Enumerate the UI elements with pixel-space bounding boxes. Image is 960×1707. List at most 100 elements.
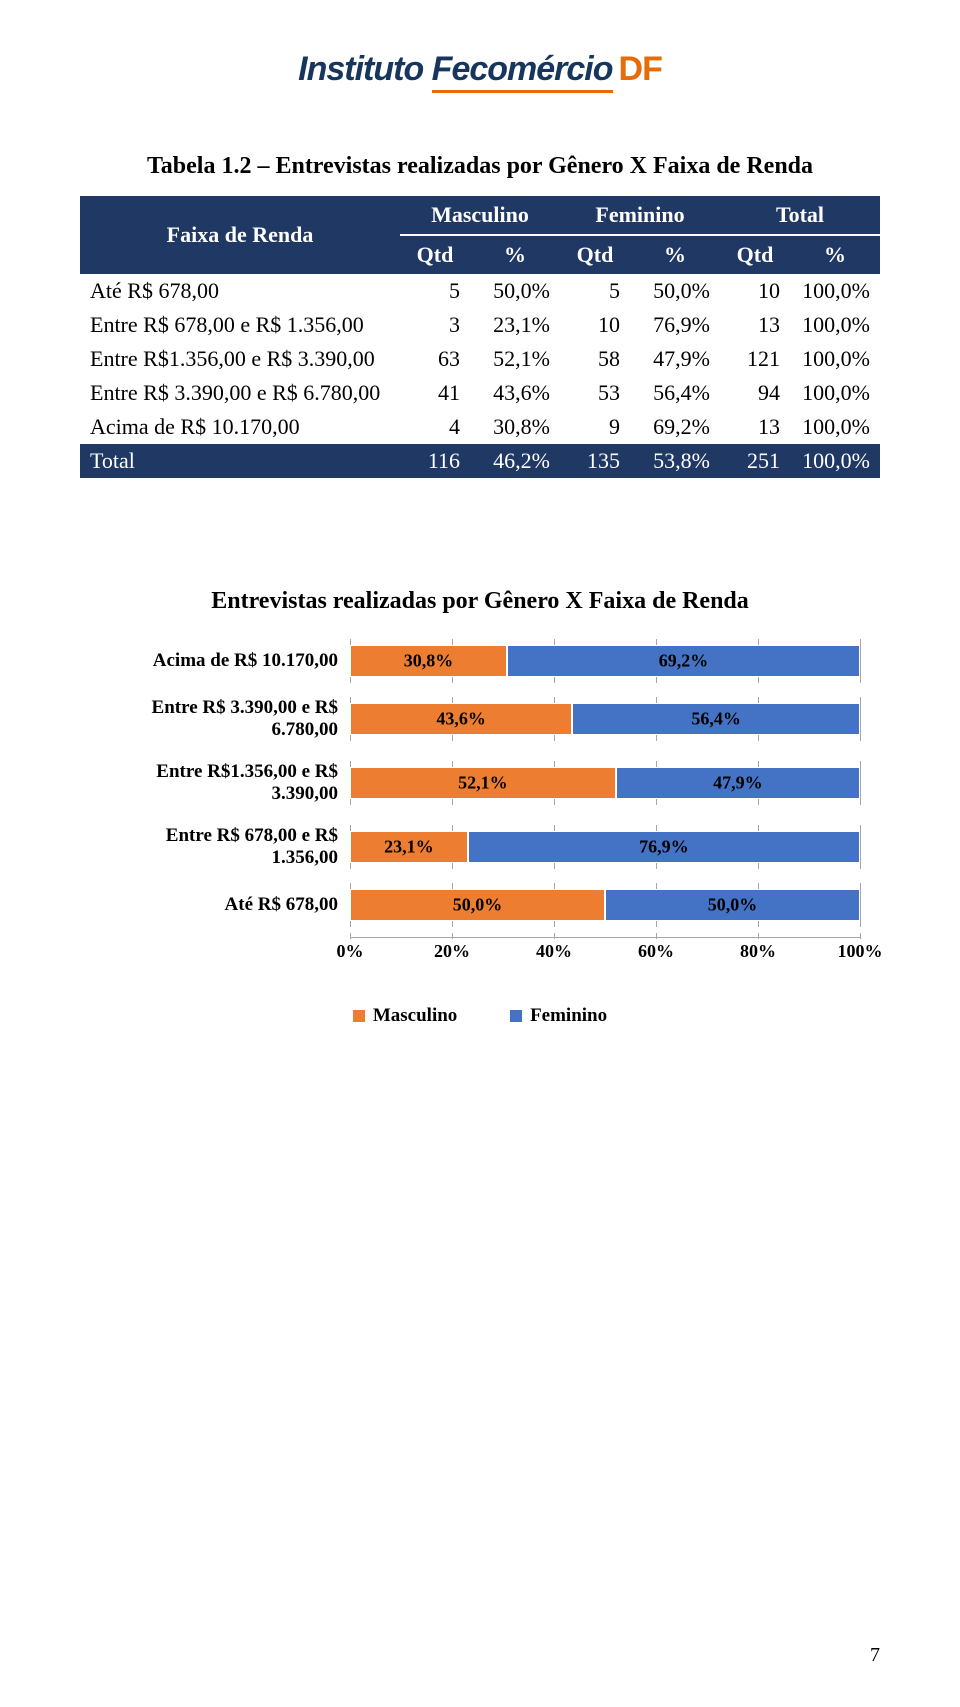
chart-bar-row: Acima de R$ 10.170,00 30,8% 69,2% (100, 645, 860, 677)
table-header-group-2: Total (720, 196, 880, 235)
table-title: Tabela 1.2 – Entrevistas realizadas por … (80, 153, 880, 180)
bar-value-label: 50,0% (453, 895, 503, 916)
legend-swatch-masculino (353, 1010, 365, 1022)
legend-item-masculino: Masculino (353, 1005, 457, 1027)
legend-swatch-feminino (510, 1010, 522, 1022)
table-subhead: Qtd (720, 235, 790, 274)
cell: 100,0% (790, 342, 880, 376)
legend-item-feminino: Feminino (510, 1005, 607, 1027)
chart-bar-label: Entre R$1.356,00 e R$ 3.390,00 (100, 761, 350, 805)
cell: 47,9% (630, 342, 720, 376)
table-row: Entre R$1.356,00 e R$ 3.390,006352,1%584… (80, 342, 880, 376)
row-label: Entre R$1.356,00 e R$ 3.390,00 (80, 342, 400, 376)
row-label: Acima de R$ 10.170,00 (80, 410, 400, 444)
cell: 100,0% (790, 410, 880, 444)
cell: 135 (560, 444, 630, 478)
x-axis-tick-label: 60% (638, 941, 674, 962)
chart-bar-plot: 50,0% 50,0% (350, 889, 860, 921)
cell: 43,6% (470, 376, 560, 410)
chart-bar-label: Até R$ 678,00 (100, 894, 350, 916)
cell: 100,0% (790, 376, 880, 410)
cell: 4 (400, 410, 470, 444)
cell: 58 (560, 342, 630, 376)
x-axis-tick-label: 100% (838, 941, 883, 962)
table-row: Até R$ 678,00550,0%550,0%10100,0% (80, 274, 880, 308)
cell: 251 (720, 444, 790, 478)
chart-bar-plot: 43,6%56,4% (350, 703, 860, 735)
table-total-row: Total11646,2%13553,8%251100,0% (80, 444, 880, 478)
cell: 50,0% (630, 274, 720, 308)
bar-value-label: 69,2% (659, 651, 709, 672)
page-number: 7 (870, 1644, 880, 1667)
x-axis-tick-label: 40% (536, 941, 572, 962)
cell: 53,8% (630, 444, 720, 478)
cell: 41 (400, 376, 470, 410)
legend-label: Feminino (530, 1005, 607, 1027)
x-axis-tick-label: 20% (434, 941, 470, 962)
cell: 94 (720, 376, 790, 410)
bar-value-label: 43,6% (436, 709, 486, 730)
cell: 100,0% (790, 274, 880, 308)
table-subhead: Qtd (400, 235, 470, 274)
cell: 10 (720, 274, 790, 308)
cell: 100,0% (790, 444, 880, 478)
chart-legend: Masculino Feminino (100, 1005, 860, 1028)
table-body: Até R$ 678,00550,0%550,0%10100,0%Entre R… (80, 274, 880, 478)
cell: 50,0% (470, 274, 560, 308)
legend-label: Masculino (373, 1005, 457, 1027)
cell: 63 (400, 342, 470, 376)
table-row: Acima de R$ 10.170,00430,8%969,2%13100,0… (80, 410, 880, 444)
chart-bar-row: Entre R$ 3.390,00 e R$ 6.780,0043,6%56,4… (100, 697, 860, 741)
cell: 76,9% (630, 308, 720, 342)
chart-bar-label: Acima de R$ 10.170,00 (100, 650, 350, 672)
chart-bar-plot: 30,8% 69,2% (350, 645, 860, 677)
chart-bar-plot: 23,1% 76,9% (350, 831, 860, 863)
bar-value-label: 47,9% (713, 773, 763, 794)
data-table: Faixa de Renda Masculino Feminino Total … (80, 196, 880, 478)
cell: 53 (560, 376, 630, 410)
cell: 10 (560, 308, 630, 342)
cell: 13 (720, 410, 790, 444)
cell: 116 (400, 444, 470, 478)
table-header-group-1: Feminino (560, 196, 720, 235)
cell: 13 (720, 308, 790, 342)
table-subhead: % (630, 235, 720, 274)
chart-bar-row: Entre R$ 678,00 e R$ 1.356,00 23,1% 76,9% (100, 825, 860, 869)
cell: 52,1% (470, 342, 560, 376)
brand-logo: Instituto FecomércioDF (80, 50, 880, 93)
row-label: Entre R$ 678,00 e R$ 1.356,00 (80, 308, 400, 342)
bar-value-label: 76,9% (639, 837, 689, 858)
cell: 5 (560, 274, 630, 308)
chart-bar-label: Entre R$ 678,00 e R$ 1.356,00 (100, 825, 350, 869)
row-label: Entre R$ 3.390,00 e R$ 6.780,00 (80, 376, 400, 410)
table-subhead: % (470, 235, 560, 274)
table-row: Entre R$ 3.390,00 e R$ 6.780,004143,6%53… (80, 376, 880, 410)
chart-bar-plot: 52,1%47,9% (350, 767, 860, 799)
bar-value-label: 23,1% (384, 837, 434, 858)
x-axis-tick-label: 80% (740, 941, 776, 962)
cell: 9 (560, 410, 630, 444)
table-row: Entre R$ 678,00 e R$ 1.356,00323,1%1076,… (80, 308, 880, 342)
cell: 100,0% (790, 308, 880, 342)
chart-bar-label: Entre R$ 3.390,00 e R$ 6.780,00 (100, 697, 350, 741)
table-header: Faixa de Renda Masculino Feminino Total … (80, 196, 880, 274)
bar-value-label: 50,0% (708, 895, 758, 916)
logo-text-2: Fecomércio (432, 50, 613, 93)
row-label: Até R$ 678,00 (80, 274, 400, 308)
x-axis-tick-label: 0% (337, 941, 364, 962)
chart-title: Entrevistas realizadas por Gênero X Faix… (80, 588, 880, 615)
row-label: Total (80, 444, 400, 478)
cell: 46,2% (470, 444, 560, 478)
chart-bar-row: Até R$ 678,00 50,0% 50,0% (100, 889, 860, 921)
table-header-rowlabel: Faixa de Renda (80, 196, 400, 274)
cell: 3 (400, 308, 470, 342)
cell: 5 (400, 274, 470, 308)
cell: 56,4% (630, 376, 720, 410)
chart-bar-row: Entre R$1.356,00 e R$ 3.390,0052,1%47,9% (100, 761, 860, 805)
logo-text-1: Instituto (298, 50, 423, 88)
cell: 30,8% (470, 410, 560, 444)
table-subhead: % (790, 235, 880, 274)
table-header-group-0: Masculino (400, 196, 560, 235)
bar-value-label: 30,8% (404, 651, 454, 672)
cell: 69,2% (630, 410, 720, 444)
